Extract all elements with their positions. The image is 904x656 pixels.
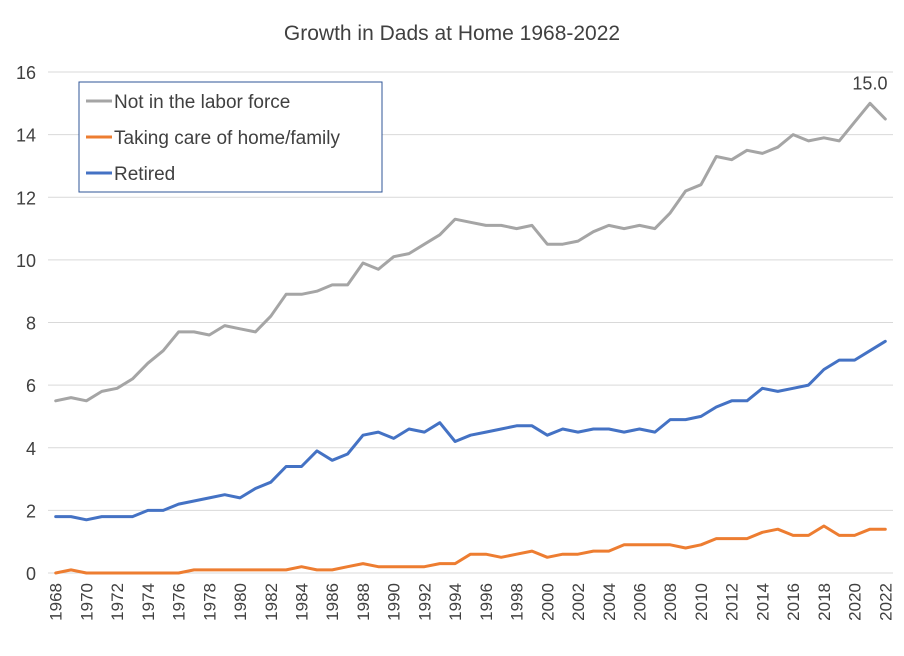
x-tick-label: 1998 (508, 583, 527, 621)
x-tick-label: 1980 (231, 583, 250, 621)
x-tick-label: 2022 (876, 583, 895, 621)
x-tick-label: 1982 (262, 583, 281, 621)
y-tick-labels: 0 2 4 6 8 10 12 14 16 (16, 63, 36, 584)
series-line-retired (54, 339, 887, 522)
y-tick-label: 4 (26, 439, 36, 459)
y-tick-label: 10 (16, 251, 36, 271)
y-tick-label: 2 (26, 501, 36, 521)
y-tick-label: 12 (16, 188, 36, 208)
series-line-taking-care-of-home-family (54, 524, 887, 575)
chart-title: Growth in Dads at Home 1968-2022 (284, 22, 620, 45)
x-tick-label: 1978 (200, 583, 219, 621)
data-label: 15.0 (852, 73, 887, 93)
x-tick-label: 1992 (415, 583, 434, 621)
y-tick-label: 14 (16, 126, 36, 146)
x-tick-label: 2010 (692, 583, 711, 621)
legend: Not in the labor force Taking care of hom… (78, 81, 383, 193)
series-line-not-in-the-labor-force (54, 101, 887, 403)
x-tick-label: 1988 (354, 583, 373, 621)
y-tick-label: 6 (26, 376, 36, 396)
legend-label: Retired (114, 164, 175, 185)
x-tick-label: 1968 (47, 583, 66, 621)
gridlines (48, 71, 893, 511)
x-tick-labels: 1968 1970 1972 1974 1976 1978 1980 1982 1984 1986… (47, 583, 896, 621)
y-tick-label: 0 (26, 564, 36, 584)
y-tick-label: 8 (26, 314, 36, 334)
legend-label: Not in the labor force (114, 92, 290, 113)
x-tick-label: 2008 (661, 583, 680, 621)
x-tick-label: 2004 (600, 583, 619, 621)
x-tick-label: 2020 (846, 583, 865, 621)
x-tick-label: 1984 (293, 583, 312, 621)
x-tick-label: 2012 (723, 583, 742, 621)
x-tick-label: 1976 (170, 583, 189, 621)
legend-box (78, 81, 383, 193)
x-tick-label: 1970 (77, 583, 96, 621)
x-tick-label: 2000 (538, 583, 557, 621)
x-tick-label: 1994 (446, 583, 465, 621)
x-tick-label: 1974 (139, 583, 158, 621)
x-tick-label: 1972 (108, 583, 127, 621)
x-tick-label: 1996 (477, 583, 496, 621)
x-tick-label: 2016 (784, 583, 803, 621)
series-lines (54, 101, 887, 575)
legend-label: Taking care of home/family (114, 128, 340, 149)
x-tick-label: 1986 (323, 583, 342, 621)
x-tick-label: 1990 (385, 583, 404, 621)
data-labels: 15.0 (852, 73, 887, 93)
x-tick-label: 2002 (569, 583, 588, 621)
x-tick-label: 2014 (753, 583, 772, 621)
x-tick-label: 2006 (631, 583, 650, 621)
x-tick-label: 2018 (815, 583, 834, 621)
y-tick-label: 16 (16, 63, 36, 83)
